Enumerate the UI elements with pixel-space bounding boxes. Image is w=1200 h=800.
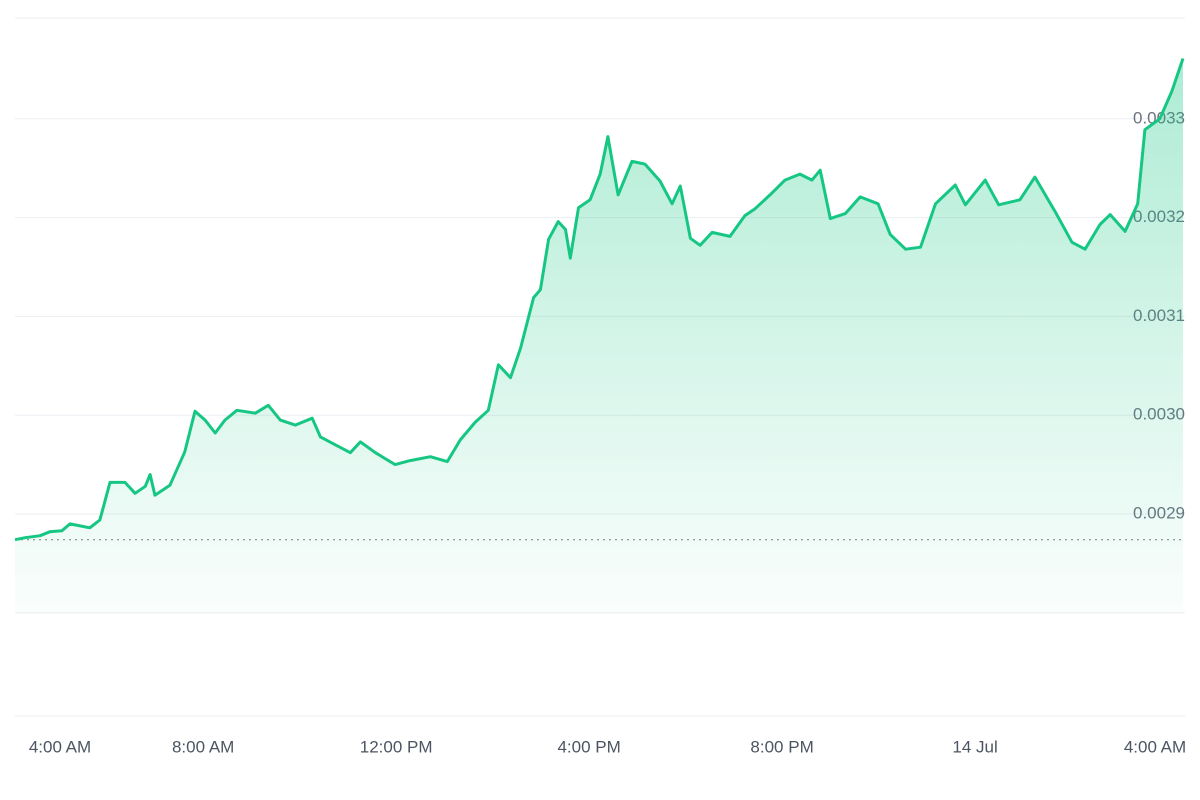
x-tick-label: 4:00 AM xyxy=(1124,737,1186,756)
x-tick-label: 4:00 PM xyxy=(557,737,620,756)
x-tick-label: 4:00 AM xyxy=(29,737,91,756)
x-tick-label: 12:00 PM xyxy=(360,737,433,756)
price-area xyxy=(15,58,1183,613)
x-tick-label: 14 Jul xyxy=(952,737,997,756)
x-tick-label: 8:00 AM xyxy=(172,737,234,756)
price-line xyxy=(14,58,1185,542)
x-tick-label: 8:00 PM xyxy=(750,737,813,756)
